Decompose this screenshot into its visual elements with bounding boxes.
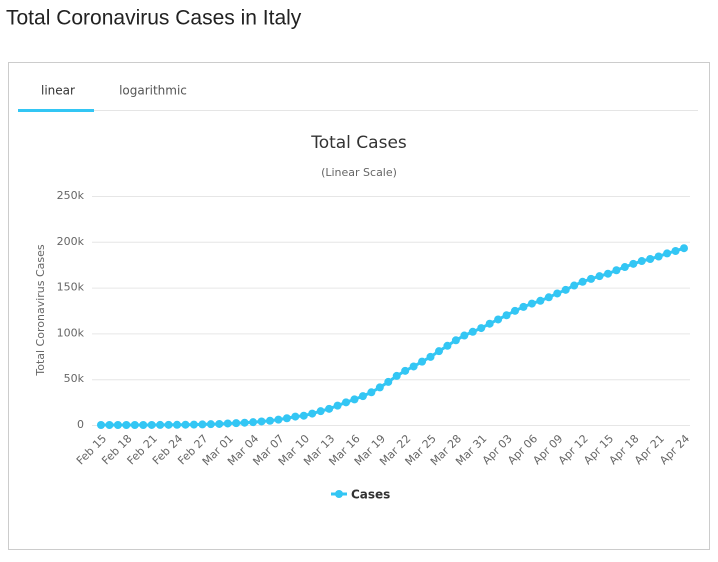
legend-marker: [335, 490, 343, 498]
point: [671, 246, 680, 255]
point: [612, 266, 621, 275]
y-tick-label: 250k: [57, 189, 85, 202]
point: [519, 302, 528, 311]
tab-underline: [18, 109, 94, 112]
point: [240, 418, 249, 427]
point: [282, 414, 291, 423]
point: [232, 419, 241, 428]
point: [308, 409, 317, 418]
point: [434, 347, 443, 356]
point: [654, 252, 663, 261]
point: [426, 352, 435, 361]
point: [325, 404, 334, 413]
point: [384, 377, 393, 386]
point: [587, 274, 596, 283]
point: [443, 341, 452, 350]
point: [375, 383, 384, 392]
point: [139, 420, 148, 429]
point: [680, 244, 688, 253]
card: [8, 62, 710, 550]
point: [316, 407, 325, 416]
point: [147, 420, 156, 429]
point: [570, 281, 579, 290]
point: [215, 419, 224, 428]
y-tick-label: 200k: [57, 235, 85, 248]
point: [164, 420, 173, 429]
point: [274, 415, 283, 424]
point: [350, 395, 359, 404]
point: [527, 299, 536, 308]
point: [578, 277, 587, 286]
y-axis-label: Total Coronavirus Cases: [34, 244, 47, 377]
point: [409, 362, 418, 371]
point: [418, 357, 427, 366]
point: [367, 388, 376, 397]
point: [544, 293, 553, 302]
point: [249, 418, 258, 427]
point: [291, 412, 300, 421]
point: [122, 420, 131, 429]
point: [97, 420, 105, 429]
point: [629, 259, 638, 268]
tab[interactable]: logarithmic: [119, 84, 187, 98]
page-title: Total Coronavirus Cases in Italy: [6, 7, 302, 30]
point: [477, 324, 486, 333]
point: [257, 417, 266, 426]
point: [392, 371, 401, 380]
point: [189, 420, 198, 429]
point: [637, 257, 646, 266]
y-tick-label: 50k: [64, 372, 85, 385]
point: [460, 331, 469, 340]
point: [342, 398, 351, 407]
y-tick-label: 150k: [57, 281, 85, 294]
legend-label: Cases: [351, 488, 390, 502]
point: [223, 419, 232, 428]
point: [401, 366, 410, 375]
point: [536, 296, 545, 305]
point: [130, 420, 139, 429]
point: [265, 416, 274, 425]
y-tick-label: 0: [77, 418, 84, 431]
point: [553, 289, 562, 298]
point: [206, 420, 215, 429]
point: [561, 285, 570, 294]
point: [620, 263, 629, 272]
point: [595, 272, 604, 281]
point: [451, 336, 460, 345]
chart-subtitle: (Linear Scale): [321, 166, 397, 179]
y-tick-label: 100k: [57, 326, 85, 339]
line: [101, 246, 685, 427]
point: [511, 306, 520, 315]
point: [173, 420, 182, 429]
point: [485, 319, 494, 328]
point: [494, 315, 503, 324]
point: [156, 420, 165, 429]
point: [333, 401, 342, 410]
point: [603, 269, 612, 278]
tab[interactable]: linear: [41, 84, 75, 98]
point: [358, 392, 367, 401]
point: [299, 411, 308, 420]
point: [181, 420, 190, 429]
point: [105, 420, 114, 429]
point: [198, 420, 207, 429]
point: [468, 327, 477, 336]
chart-title: Total Cases: [310, 133, 407, 153]
point: [113, 420, 122, 429]
point: [502, 311, 511, 320]
point: [663, 249, 672, 258]
point: [646, 254, 655, 263]
